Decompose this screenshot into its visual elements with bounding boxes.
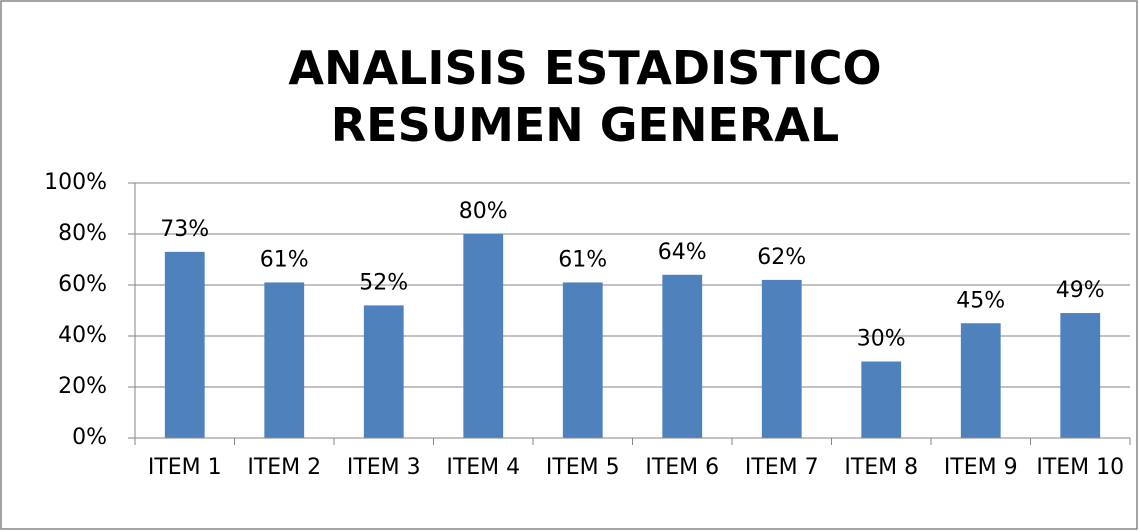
x-tick-label: ITEM 1: [148, 455, 222, 480]
bar: [463, 234, 504, 438]
bar: [264, 282, 305, 438]
y-tick-label: 100%: [44, 170, 107, 195]
data-label: 61%: [260, 247, 309, 272]
x-tick-label: ITEM 8: [844, 455, 918, 480]
x-tick-label: ITEM 2: [247, 455, 321, 480]
data-label: 49%: [1056, 278, 1105, 303]
data-label: 80%: [459, 199, 508, 224]
x-tick-label: ITEM 5: [546, 455, 620, 480]
bar: [662, 274, 703, 438]
bar: [1060, 313, 1101, 438]
y-tick-label: 40%: [58, 323, 107, 348]
bar: [861, 361, 902, 438]
y-tick-label: 0%: [72, 425, 107, 450]
data-label: 73%: [160, 217, 209, 242]
data-label: 52%: [359, 270, 408, 295]
data-label: 30%: [857, 327, 906, 352]
y-tick-label: 80%: [58, 221, 107, 246]
bar: [363, 305, 404, 438]
data-label: 61%: [558, 247, 607, 272]
x-tick-label: ITEM 9: [944, 455, 1018, 480]
bar: [164, 251, 205, 438]
x-tick-label: ITEM 4: [446, 455, 520, 480]
bar: [562, 282, 603, 438]
x-tick-label: ITEM 6: [645, 455, 719, 480]
data-label: 64%: [658, 240, 707, 265]
x-tick-label: ITEM 7: [745, 455, 819, 480]
chart-title: ANALISIS ESTADISTICO RESUMEN GENERAL: [288, 41, 882, 152]
bar: [960, 323, 1001, 438]
y-tick-label: 60%: [58, 272, 107, 297]
x-tick-label: ITEM 10: [1036, 455, 1124, 480]
data-label: 62%: [757, 245, 806, 270]
data-label: 45%: [956, 288, 1005, 313]
bar: [761, 279, 802, 438]
x-tick-label: ITEM 3: [347, 455, 421, 480]
y-tick-label: 20%: [58, 374, 107, 399]
